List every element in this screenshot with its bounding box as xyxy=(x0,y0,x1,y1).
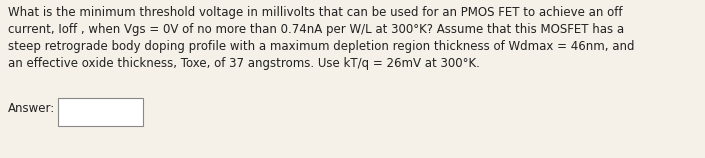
FancyBboxPatch shape xyxy=(58,98,143,126)
Text: steep retrograde body doping profile with a maximum depletion region thickness o: steep retrograde body doping profile wit… xyxy=(8,40,634,53)
Text: Answer:: Answer: xyxy=(8,101,55,115)
Text: an effective oxide thickness, Toxe, of 37 angstroms. Use kT/q = 26mV at 300°K.: an effective oxide thickness, Toxe, of 3… xyxy=(8,57,480,70)
Text: current, Ioff , when Vgs = 0V of no more than 0.74nA per W/L at 300°K? Assume th: current, Ioff , when Vgs = 0V of no more… xyxy=(8,23,624,36)
Text: What is the minimum threshold voltage in millivolts that can be used for an PMOS: What is the minimum threshold voltage in… xyxy=(8,6,623,19)
